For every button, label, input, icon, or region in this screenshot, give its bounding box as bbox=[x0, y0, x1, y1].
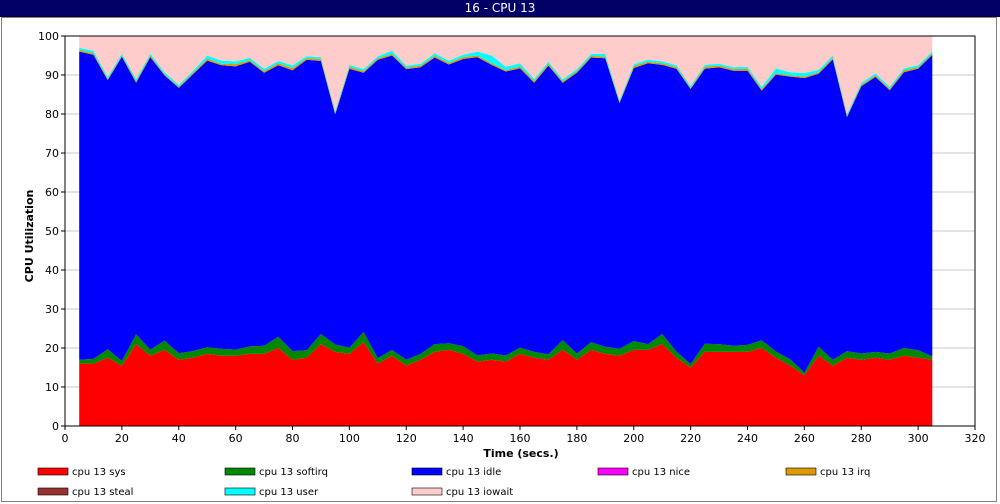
x-tick-label-120: 120 bbox=[396, 432, 417, 445]
x-tick-label-80: 80 bbox=[286, 432, 300, 445]
legend-swatch-cpu-13-iowait bbox=[411, 487, 443, 496]
x-tick-label-220: 220 bbox=[680, 432, 701, 445]
x-tick-label-20: 20 bbox=[115, 432, 129, 445]
x-tick-label-320: 320 bbox=[965, 432, 986, 445]
x-tick-label-300: 300 bbox=[908, 432, 929, 445]
x-axis-ticks: 0 20 40 60 80 100 120 140 160 180 200 220 240 260 280 3… bbox=[62, 426, 986, 445]
y-tick-label-80: 80 bbox=[45, 108, 59, 121]
y-tick-label-100: 100 bbox=[38, 30, 59, 43]
legend-label-cpu-13-irq: cpu 13 irq bbox=[820, 467, 870, 478]
x-tick-label-60: 60 bbox=[229, 432, 243, 445]
x-tick-label-280: 280 bbox=[851, 432, 872, 445]
legend-swatch-cpu-13-user bbox=[224, 487, 256, 496]
legend-label-cpu-13-idle: cpu 13 idle bbox=[446, 467, 501, 478]
y-tick-label-40: 40 bbox=[45, 264, 59, 277]
x-tick-label-140: 140 bbox=[453, 432, 474, 445]
legend-label-cpu-13-steal: cpu 13 steal bbox=[72, 487, 133, 498]
y-axis-title: CPU Utilization bbox=[23, 190, 36, 283]
x-tick-label-100: 100 bbox=[339, 432, 360, 445]
x-tick-label-0: 0 bbox=[62, 432, 69, 445]
area-cpu-13-iowait bbox=[79, 36, 933, 114]
legend: cpu 13 sys cpu 13 softirq cpu 13 idle cpu 1… bbox=[37, 467, 870, 498]
legend-swatch-cpu-13-sys bbox=[37, 467, 69, 476]
legend-swatch-cpu-13-idle bbox=[411, 467, 443, 476]
legend-swatch-cpu-13-nice bbox=[597, 467, 629, 476]
x-tick-label-40: 40 bbox=[172, 432, 186, 445]
legend-label-cpu-13-nice: cpu 13 nice bbox=[632, 467, 690, 478]
y-tick-label-10: 10 bbox=[45, 381, 59, 394]
y-tick-label-50: 50 bbox=[45, 225, 59, 238]
y-tick-label-30: 30 bbox=[45, 303, 59, 316]
legend-swatch-cpu-13-steal bbox=[37, 487, 69, 496]
legend-swatch-cpu-13-softirq bbox=[224, 467, 256, 476]
series-areas bbox=[79, 36, 933, 426]
x-tick-label-240: 240 bbox=[737, 432, 758, 445]
x-axis-title: Time (secs.) bbox=[483, 447, 558, 460]
area-cpu-13-sys bbox=[79, 342, 933, 426]
area-cpu-13-irq bbox=[79, 49, 933, 118]
area-cpu-13-softirq bbox=[79, 332, 933, 376]
window-title-bar: 16 - CPU 13 bbox=[0, 0, 1000, 17]
window-title: 16 - CPU 13 bbox=[464, 1, 536, 15]
x-tick-label-260: 260 bbox=[794, 432, 815, 445]
legend-label-cpu-13-sys: cpu 13 sys bbox=[72, 467, 126, 478]
y-tick-label-60: 60 bbox=[45, 186, 59, 199]
legend-label-cpu-13-user: cpu 13 user bbox=[259, 487, 319, 498]
legend-label-cpu-13-softirq: cpu 13 softirq bbox=[259, 467, 328, 478]
y-tick-label-20: 20 bbox=[45, 342, 59, 355]
y-tick-label-0: 0 bbox=[52, 420, 59, 433]
y-axis-ticks: 0 10 20 30 40 50 60 70 80 90 100 bbox=[38, 30, 65, 433]
x-tick-label-200: 200 bbox=[623, 432, 644, 445]
x-tick-label-180: 180 bbox=[566, 432, 587, 445]
legend-label-cpu-13-iowait: cpu 13 iowait bbox=[446, 487, 513, 498]
legend-swatch-cpu-13-irq bbox=[785, 467, 817, 476]
y-tick-label-70: 70 bbox=[45, 147, 59, 160]
area-cpu-13-idle bbox=[79, 51, 933, 373]
chart-frame bbox=[1, 17, 997, 502]
y-tick-label-90: 90 bbox=[45, 69, 59, 82]
x-tick-label-160: 160 bbox=[510, 432, 531, 445]
area-cpu-13-user bbox=[79, 47, 933, 116]
